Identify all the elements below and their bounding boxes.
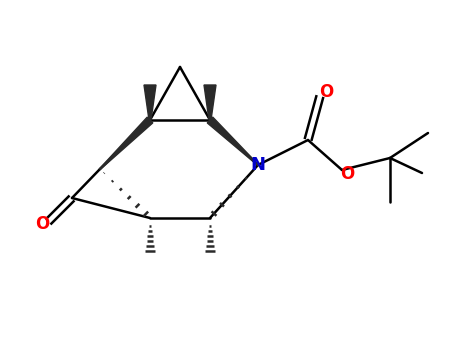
Text: O: O [340, 165, 354, 183]
Polygon shape [100, 117, 153, 169]
Polygon shape [207, 117, 258, 165]
Text: O: O [319, 83, 333, 101]
Polygon shape [204, 85, 216, 120]
Text: N: N [251, 156, 266, 174]
Polygon shape [144, 85, 156, 120]
Text: O: O [35, 215, 49, 233]
